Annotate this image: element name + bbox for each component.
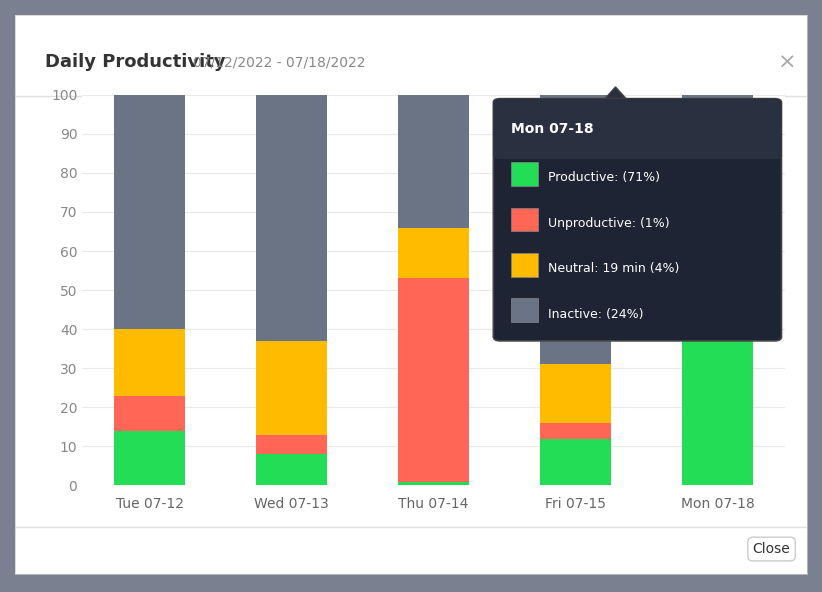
Bar [511, 298, 538, 322]
Bar [682, 204, 753, 208]
Text: Neutral: 19 min (4%): Neutral: 19 min (4%) [548, 262, 680, 275]
FancyBboxPatch shape [493, 99, 782, 159]
Bar [682, 208, 753, 485]
Polygon shape [602, 87, 630, 102]
Bar [114, 329, 185, 395]
Text: Productive: (71%): Productive: (71%) [548, 172, 660, 185]
Text: ×: × [778, 52, 797, 72]
Bar [398, 278, 469, 481]
Bar [398, 227, 469, 278]
Bar [540, 423, 611, 439]
Text: Inactive: (24%): Inactive: (24%) [548, 308, 644, 321]
Bar [256, 454, 327, 485]
Bar [114, 431, 185, 485]
Bar [682, 188, 753, 204]
Bar [540, 439, 611, 485]
Text: Unproductive: (1%): Unproductive: (1%) [548, 217, 670, 230]
Bar [398, 95, 469, 227]
Bar [511, 208, 538, 231]
Bar [256, 95, 327, 341]
Text: Daily Productivity: Daily Productivity [45, 53, 225, 72]
Bar [114, 95, 185, 329]
Text: Mon 07-18: Mon 07-18 [511, 122, 593, 136]
Bar [540, 95, 611, 364]
Bar [398, 481, 469, 485]
FancyBboxPatch shape [493, 99, 782, 341]
Text: 07/12/2022 - 07/18/2022: 07/12/2022 - 07/18/2022 [193, 56, 366, 69]
Bar [511, 253, 538, 276]
Bar [682, 95, 753, 188]
Bar [256, 435, 327, 454]
Bar [511, 162, 538, 186]
Bar [114, 395, 185, 431]
Text: Close: Close [753, 542, 791, 556]
Bar [540, 364, 611, 423]
Bar [256, 341, 327, 435]
